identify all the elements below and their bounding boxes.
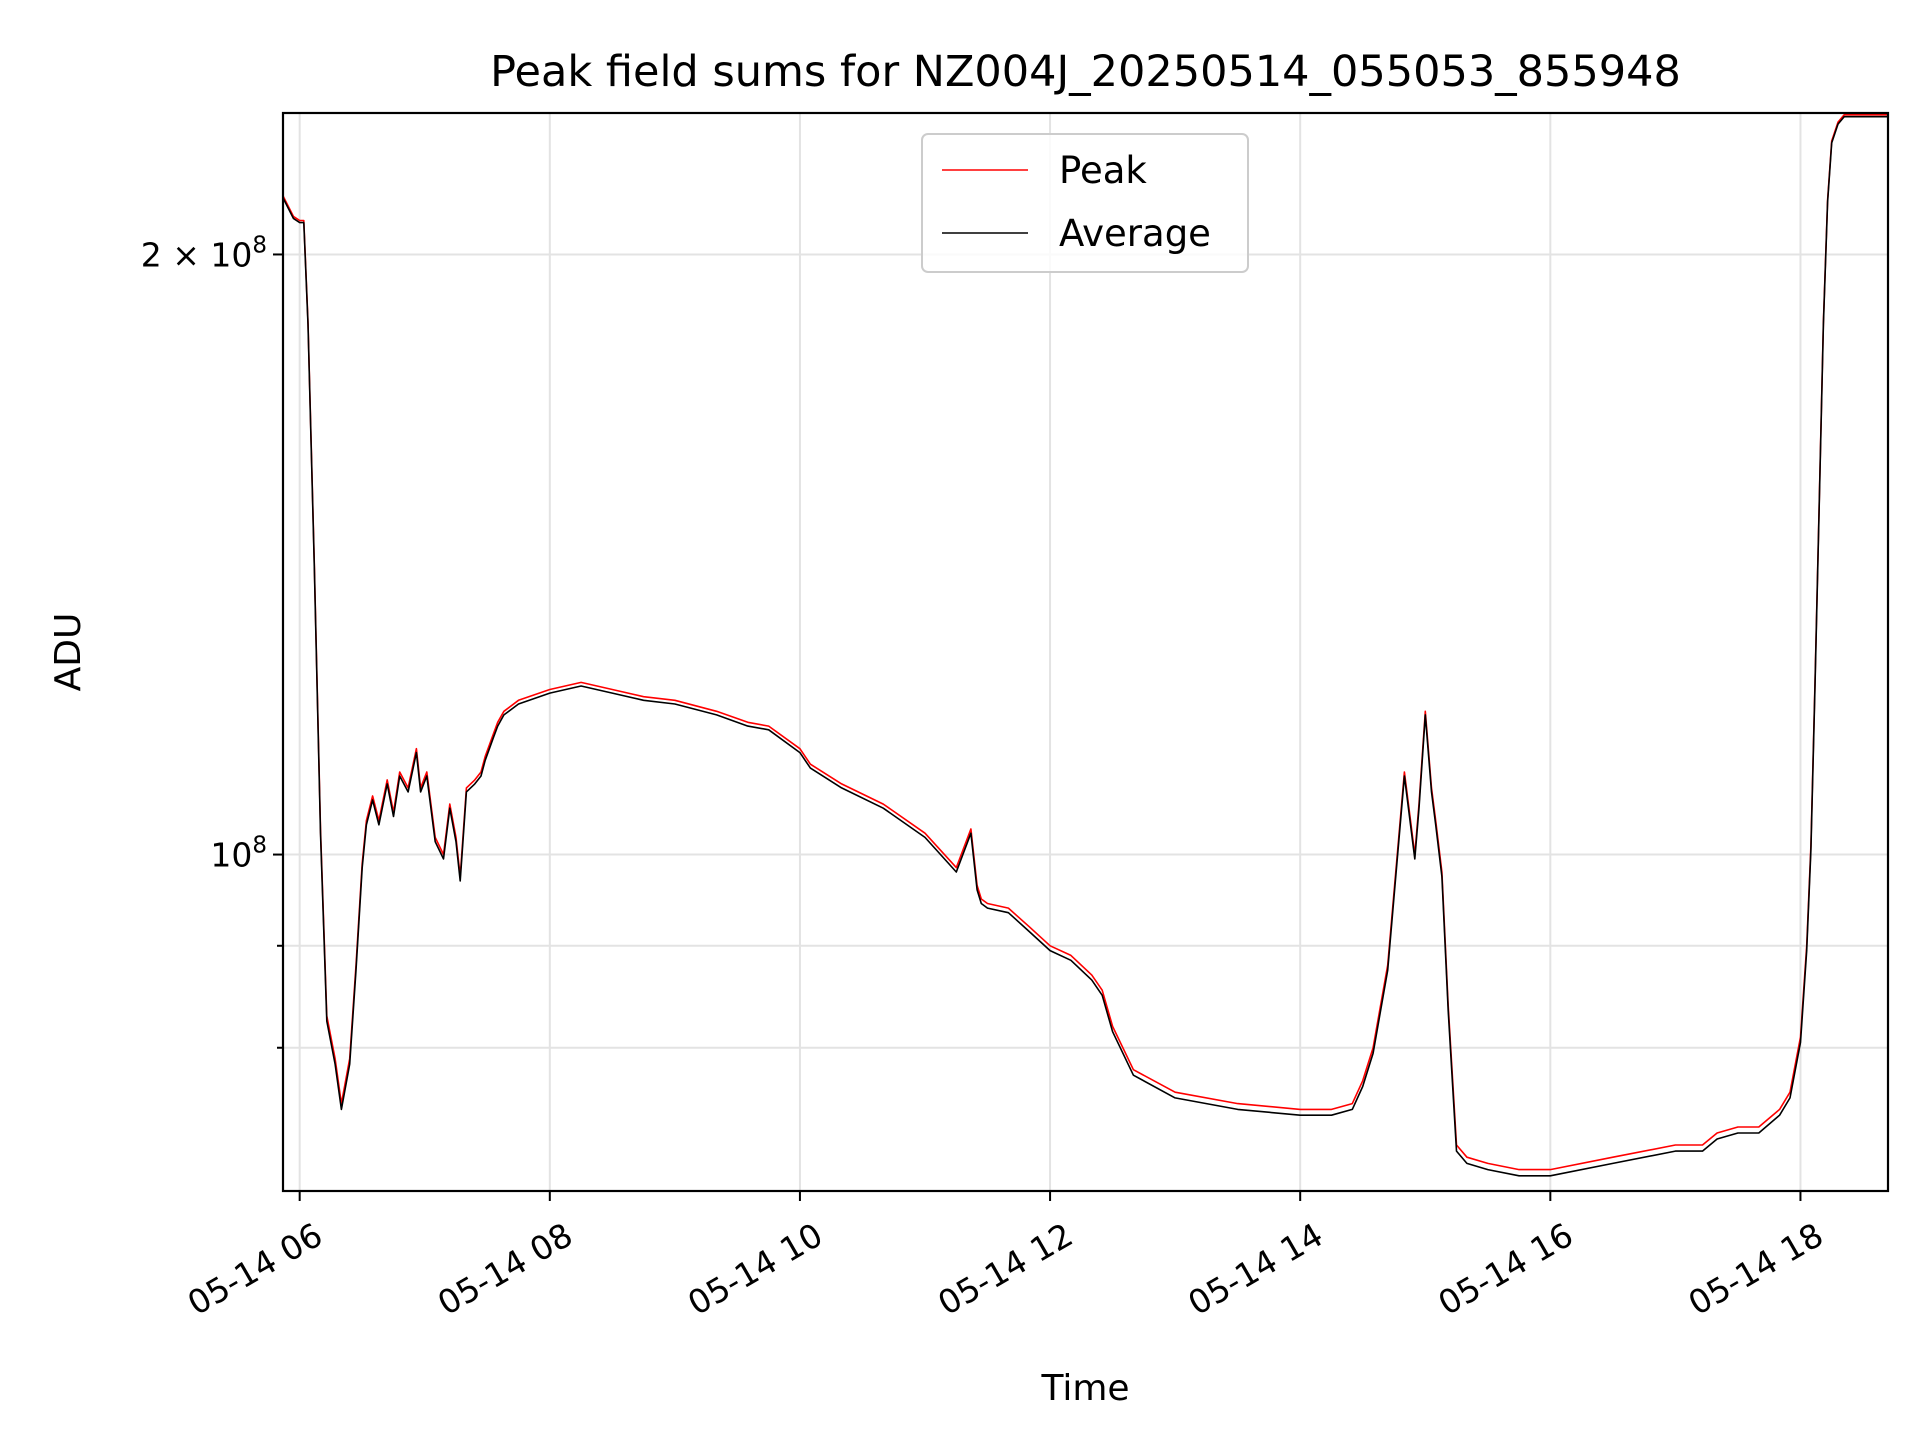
y-tick-label: 2 × 108 [141, 232, 267, 274]
y-axis-label: ADU [48, 613, 89, 692]
series-group [283, 114, 1888, 1177]
y-tick-label: 108 [210, 833, 267, 875]
plot-area-border [281, 111, 1890, 1193]
x-axis-label: Time [1040, 1368, 1129, 1409]
series-line-average [283, 115, 1888, 1177]
legend: Peak Average [921, 133, 1249, 273]
y-axis: 108 2 × 108 [141, 232, 283, 1049]
grid [283, 113, 1888, 1191]
axes-frame [281, 111, 1890, 1193]
legend-label-average: Average [1059, 212, 1211, 255]
legend-box [921, 133, 1249, 273]
chart-title: Peak field sums for NZ004J_20250514_0550… [490, 47, 1681, 97]
legend-label-peak: Peak [1059, 149, 1147, 192]
